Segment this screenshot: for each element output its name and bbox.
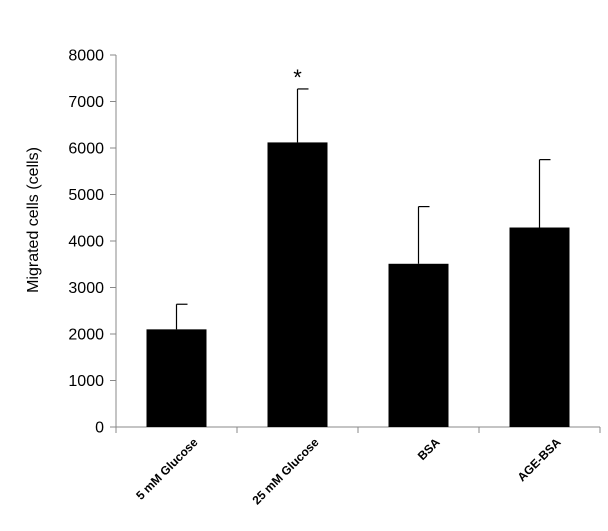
y-tick-label: 4000 — [68, 234, 104, 251]
error-bars: * — [175, 65, 551, 330]
y-tick-label: 3000 — [68, 280, 104, 297]
y-tick-label: 8000 — [68, 48, 104, 65]
bar — [509, 227, 570, 427]
y-axis-title: Migrated cells (cells) — [25, 147, 42, 293]
x-axis — [115, 426, 601, 433]
bars — [146, 142, 570, 428]
category-labels: 5 mM Glucose 25 mM Glucose BSA AGE-BSA — [133, 435, 564, 507]
x-tick-label: 5 mM Glucose — [133, 435, 201, 503]
y-tick-label: 5000 — [68, 187, 104, 204]
y-tick-label: 0 — [95, 420, 104, 437]
significance-annotation: * — [293, 65, 302, 90]
x-tick-label: BSA — [415, 435, 443, 463]
x-tick-label: AGE-BSA — [515, 435, 564, 484]
x-tick-label: 25 mM Glucose — [249, 435, 321, 507]
y-tick-label: 2000 — [68, 327, 104, 344]
bar — [146, 329, 207, 427]
y-tick-label: 1000 — [68, 373, 104, 390]
y-tick-label: 7000 — [68, 94, 104, 111]
bar — [388, 263, 449, 427]
bar — [267, 142, 328, 428]
y-axis: 0 1000 2000 3000 4000 5000 6000 7000 8000 — [68, 48, 117, 437]
y-tick-label: 6000 — [68, 141, 104, 158]
